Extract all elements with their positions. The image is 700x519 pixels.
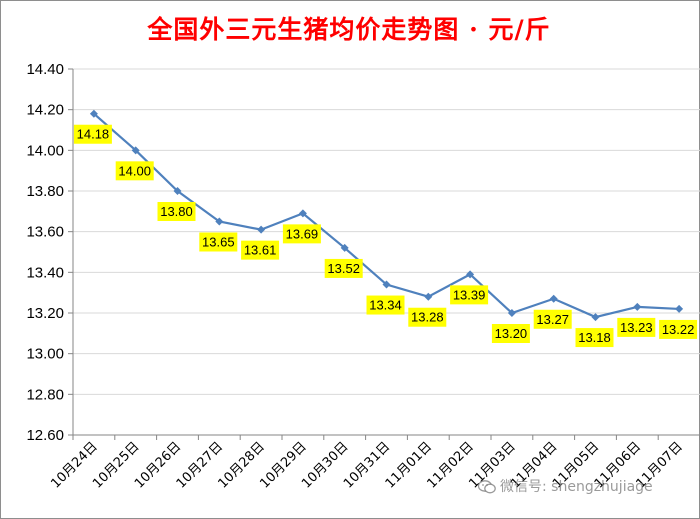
data-point [131, 146, 140, 155]
data-label-bg [366, 295, 405, 315]
y-tick-label: 13.80 [26, 183, 64, 200]
y-tick-label: 14.00 [26, 142, 64, 159]
data-point [466, 270, 475, 279]
y-tick-label: 13.20 [26, 305, 64, 322]
y-tick-label: 14.20 [26, 102, 64, 119]
watermark: 微信号: shengzhujiage [477, 476, 653, 496]
data-label-bg [491, 324, 530, 343]
data-label: 13.23 [620, 320, 653, 335]
data-label: 13.22 [662, 322, 695, 337]
y-tick-label: 13.60 [26, 224, 64, 241]
data-label: 13.69 [286, 226, 319, 241]
y-tick-label: 13.00 [26, 346, 64, 363]
data-label: 13.27 [536, 312, 569, 327]
y-tick-label: 14.40 [26, 61, 64, 78]
data-point [675, 304, 684, 313]
data-label-bg [241, 240, 280, 260]
data-label-bg [199, 232, 238, 252]
axes [68, 68, 700, 440]
data-label-bg [450, 285, 489, 305]
y-tick-label: 12.60 [26, 427, 64, 444]
data-point [298, 209, 307, 218]
price-series [89, 109, 684, 322]
data-label: 13.61 [244, 243, 277, 258]
watermark-text: 微信号: shengzhujiage [500, 479, 653, 495]
data-point [549, 294, 558, 303]
data-label-bg [617, 317, 656, 337]
data-point [382, 280, 391, 289]
data-labels: 14.18 14.00 13.80 13.65 13.61 13.69 13.52 13.34… [73, 124, 698, 348]
wechat-icon [477, 480, 496, 494]
chart-title: 全国外三元生猪均价走势图 · 元/斤 [147, 15, 551, 44]
data-point [507, 309, 516, 317]
data-label: 13.80 [160, 204, 193, 219]
data-label: 13.52 [327, 261, 360, 276]
data-label-bg [659, 319, 698, 339]
data-point [591, 313, 600, 322]
data-label-bg [408, 307, 447, 327]
data-label-bg [115, 161, 154, 181]
data-point [89, 109, 98, 118]
data-label-bg [324, 258, 363, 278]
data-point [340, 243, 349, 252]
data-label-bg [533, 309, 572, 329]
data-label: 14.18 [77, 127, 110, 142]
data-label: 13.20 [495, 326, 528, 341]
data-label: 13.65 [202, 235, 235, 250]
data-label-bg [73, 124, 112, 144]
data-point [424, 292, 433, 301]
data-label-bg [575, 328, 614, 348]
data-label-bg [282, 224, 321, 244]
data-label: 13.34 [369, 298, 402, 313]
data-point [633, 302, 642, 311]
data-label: 14.00 [118, 163, 151, 178]
data-label: 13.28 [411, 310, 444, 325]
y-axis-tick-labels: 12.60 12.80 13.00 13.20 13.40 13.60 13.80 14.00… [26, 61, 64, 444]
y-tick-label: 13.40 [26, 264, 64, 281]
data-label: 13.18 [578, 330, 611, 345]
data-point [215, 217, 224, 226]
data-point [257, 225, 266, 234]
y-tick-label: 12.80 [26, 386, 64, 403]
data-label: 13.39 [453, 287, 486, 302]
data-point [173, 187, 182, 195]
data-label-bg [157, 202, 196, 221]
